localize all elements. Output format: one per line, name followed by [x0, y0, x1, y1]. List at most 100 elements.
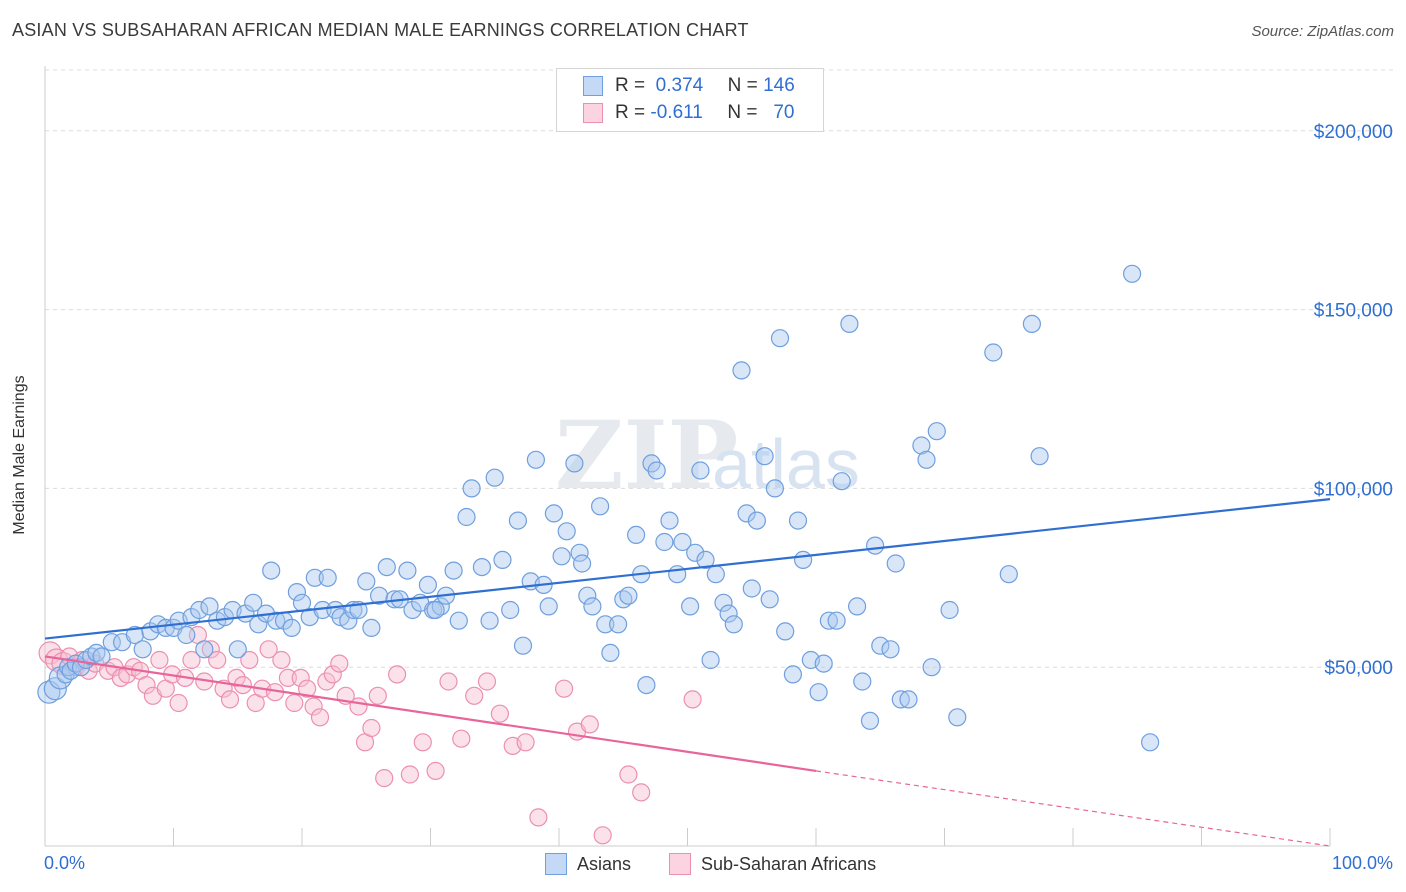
asian-point: [927, 422, 946, 441]
african-point: [465, 686, 484, 705]
african-swatch: [669, 853, 691, 875]
african-point: [317, 672, 336, 691]
asian-point: [626, 525, 646, 545]
asian-point: [262, 561, 281, 580]
asian-point: [125, 625, 144, 645]
asian-point: [940, 600, 959, 620]
african-point: [516, 733, 535, 752]
asian-point: [418, 575, 437, 595]
african-point: [490, 704, 509, 723]
african-point: [619, 765, 638, 784]
african-point: [330, 654, 349, 673]
african-point: [201, 640, 220, 659]
y-tick-label: $100,000: [1314, 479, 1393, 500]
asian-point: [1022, 314, 1042, 333]
asian-point: [177, 625, 196, 645]
asian-point: [917, 450, 936, 469]
trend-lines: [44, 498, 1331, 847]
asian-point: [318, 568, 337, 587]
asian-point: [891, 690, 910, 709]
asian-point: [244, 593, 263, 612]
asian-point: [1030, 447, 1049, 466]
legend-row-asians: R = 0.374 N = 146: [583, 75, 795, 97]
african-point: [426, 761, 445, 781]
asian-point: [572, 554, 592, 573]
asian-point: [840, 314, 859, 333]
african-point: [388, 665, 407, 684]
asian-point: [370, 586, 389, 605]
african-point: [272, 650, 291, 670]
asian-point: [449, 611, 468, 630]
african-point: [227, 668, 246, 688]
x-tick-label-min: 0.0%: [44, 853, 85, 873]
asian-point: [776, 622, 795, 641]
asian-point: [557, 522, 576, 541]
legend-row-africans: R = -0.611 N = 70: [583, 102, 794, 124]
asian-point: [760, 590, 779, 609]
y-tick-label: $200,000: [1314, 122, 1393, 143]
asian-point: [403, 600, 422, 620]
african-point: [580, 715, 599, 734]
bottom-legend-asians: Asians: [545, 852, 631, 876]
asian-n-value: 146: [763, 75, 795, 96]
asian-point: [539, 597, 558, 616]
african-point: [298, 679, 317, 698]
asian-point: [680, 597, 700, 616]
asian-point: [660, 511, 679, 530]
african-points: [38, 625, 702, 845]
asian-point: [755, 447, 774, 466]
african-point: [362, 718, 381, 738]
african-point: [259, 640, 278, 659]
african-point: [310, 708, 330, 727]
asian-point: [1122, 264, 1142, 283]
y-axis-label: Median Male Earnings: [11, 375, 28, 535]
asian-point: [357, 572, 376, 591]
african-point: [375, 768, 394, 788]
african-point: [632, 783, 651, 802]
african-n-value: 70: [773, 102, 795, 123]
african-point: [220, 690, 240, 709]
asian-point: [426, 600, 445, 620]
asian-point: [614, 590, 633, 609]
chart-title: ASIAN VS SUBSAHARAN AFRICAN MEDIAN MALE …: [12, 20, 749, 40]
asian-swatch: [583, 76, 603, 96]
axes: [44, 66, 1331, 847]
african-point: [529, 808, 548, 827]
correlation-legend: R = 0.374 N = 146 R = -0.611 N = 70: [556, 68, 824, 132]
asian-r-value: 0.374: [655, 75, 704, 96]
africans-legend-label: Sub-Saharan Africans: [701, 853, 877, 874]
asian-point: [87, 643, 106, 663]
african-trend-line: [44, 655, 817, 772]
asian-point: [578, 586, 597, 605]
asians-legend-label: Asians: [577, 853, 632, 874]
asian-point: [793, 550, 813, 570]
watermark-atlas: atlas: [712, 425, 860, 503]
asian-point: [190, 600, 209, 620]
asian-point: [82, 647, 101, 666]
asian-point: [480, 611, 499, 630]
asian-point: [999, 565, 1018, 584]
asian-point: [228, 640, 247, 659]
asian-point: [485, 468, 504, 487]
african-point: [400, 765, 419, 784]
african-point: [291, 668, 310, 688]
asian-point: [809, 683, 828, 702]
n-label: N =: [727, 102, 758, 123]
asian-point: [457, 507, 476, 527]
asian-point: [377, 557, 396, 577]
asian-point: [501, 600, 520, 620]
african-point: [683, 690, 702, 709]
asian-point: [719, 604, 738, 623]
x-tick-label-max: 100.0%: [1332, 853, 1393, 873]
asian-point: [701, 650, 720, 670]
african-point: [278, 668, 297, 688]
tick-labels: $50,000 $100,000 $150,000 $200,000 0.0% 100.0…: [44, 122, 1393, 873]
y-tick-label: $50,000: [1324, 658, 1393, 679]
asian-point: [305, 568, 324, 587]
asian-point: [706, 565, 725, 584]
asian-point: [583, 597, 602, 616]
african-point: [477, 672, 497, 691]
asian-point: [200, 597, 219, 616]
asian-point: [362, 618, 381, 638]
